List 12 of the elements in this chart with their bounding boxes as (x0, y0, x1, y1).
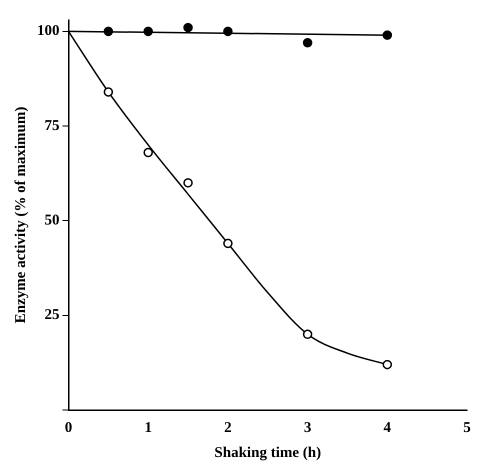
x-tick-label: 3 (304, 420, 312, 436)
y-tick-label: 100 (37, 23, 60, 40)
x-tick-label: 4 (384, 420, 392, 436)
x-tick-label: 2 (224, 420, 232, 436)
y-axis-title: Enzyme activity (% of maximum) (12, 106, 29, 324)
x-tick-label: 0 (64, 420, 72, 436)
y-tick-label: 75 (44, 118, 60, 134)
y-tick-label: 50 (44, 212, 60, 229)
y-tick-label: 25 (44, 307, 60, 324)
x-axis-title: Shaking time (h) (214, 444, 322, 461)
x-tick-label: 1 (144, 420, 152, 436)
x-tick-label: 5 (463, 420, 471, 436)
